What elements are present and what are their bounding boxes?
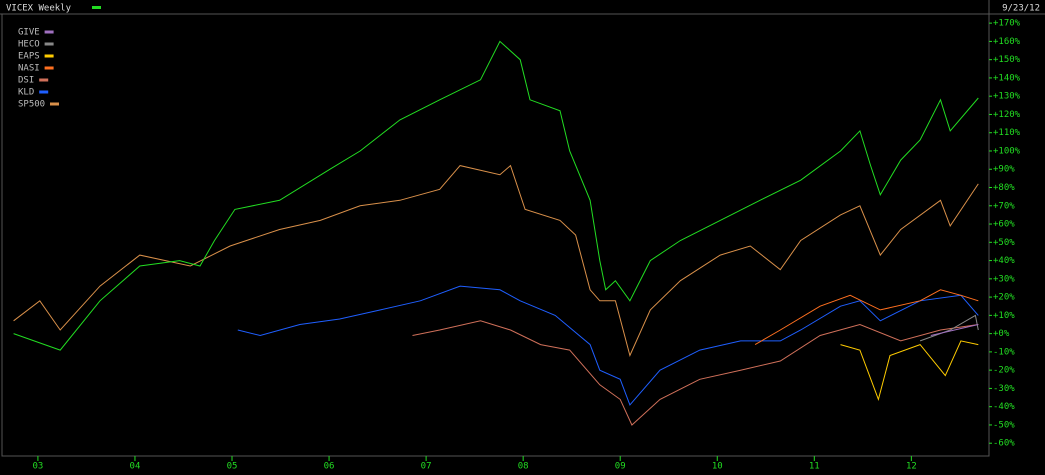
y-tick-label: -10%: [993, 347, 1015, 357]
series-line: [919, 314, 979, 342]
series-line: [13, 164, 979, 357]
x-tick-label: 07: [421, 462, 432, 472]
legend-label: SP500: [18, 100, 45, 110]
legend-label: KLD: [18, 88, 34, 98]
legend-swatch: [44, 42, 54, 46]
legend-swatch: [50, 102, 59, 106]
legend-label: EAPS: [18, 52, 40, 62]
x-tick-label: 06: [324, 462, 335, 472]
y-tick-label: -30%: [993, 384, 1015, 394]
y-tick-label: -40%: [993, 402, 1015, 412]
x-tick-label: 04: [130, 462, 141, 472]
chart-title: VICEX Weekly: [6, 4, 72, 14]
y-tick-label: +40%: [993, 256, 1015, 266]
y-tick-label: -50%: [993, 420, 1015, 430]
legend-label: DSI: [18, 76, 34, 86]
x-tick-label: 03: [32, 462, 43, 472]
y-tick-label: +130%: [993, 92, 1021, 102]
y-tick-label: +100%: [993, 146, 1021, 156]
y-tick-label: +60%: [993, 220, 1015, 230]
x-tick-label: 05: [227, 462, 238, 472]
series-line: [237, 285, 979, 406]
y-tick-label: +110%: [993, 128, 1021, 138]
y-tick-label: +170%: [993, 19, 1021, 29]
y-tick-label: -20%: [993, 366, 1015, 376]
y-tick-label: +140%: [993, 73, 1021, 83]
date: 9/23/12: [1002, 4, 1040, 14]
legend-swatch: [39, 90, 49, 94]
y-tick-label: +30%: [993, 274, 1015, 284]
legend-swatch: [44, 66, 54, 70]
legend-label: GIVE: [18, 28, 40, 38]
y-tick-label: +10%: [993, 311, 1015, 321]
y-tick-label: +0%: [993, 329, 1010, 339]
legend-swatch: [44, 54, 54, 58]
x-tick-label: 09: [615, 462, 626, 472]
legend-swatch: [92, 6, 101, 9]
x-tick-label: 10: [712, 462, 723, 472]
series-line: [754, 289, 979, 346]
y-tick-label: +80%: [993, 183, 1015, 193]
series-line: [930, 324, 979, 336]
y-tick-label: +120%: [993, 110, 1021, 120]
series-line: [13, 40, 979, 351]
y-tick-label: -60%: [993, 439, 1015, 449]
y-tick-label: +160%: [993, 37, 1021, 47]
y-tick-label: +70%: [993, 201, 1015, 211]
legend-label: HECO: [18, 40, 40, 50]
legend-swatch: [44, 30, 54, 34]
y-tick-label: +50%: [993, 238, 1015, 248]
series-line: [840, 340, 979, 402]
x-tick-label: 12: [906, 462, 917, 472]
x-tick-label: 11: [809, 462, 820, 472]
y-tick-label: +20%: [993, 293, 1015, 303]
legend-label: NASI: [18, 64, 40, 74]
y-tick-label: +90%: [993, 165, 1015, 175]
y-tick-label: +150%: [993, 55, 1021, 65]
legend-swatch: [39, 78, 49, 82]
series-line: [412, 320, 979, 426]
x-tick-label: 08: [518, 462, 529, 472]
